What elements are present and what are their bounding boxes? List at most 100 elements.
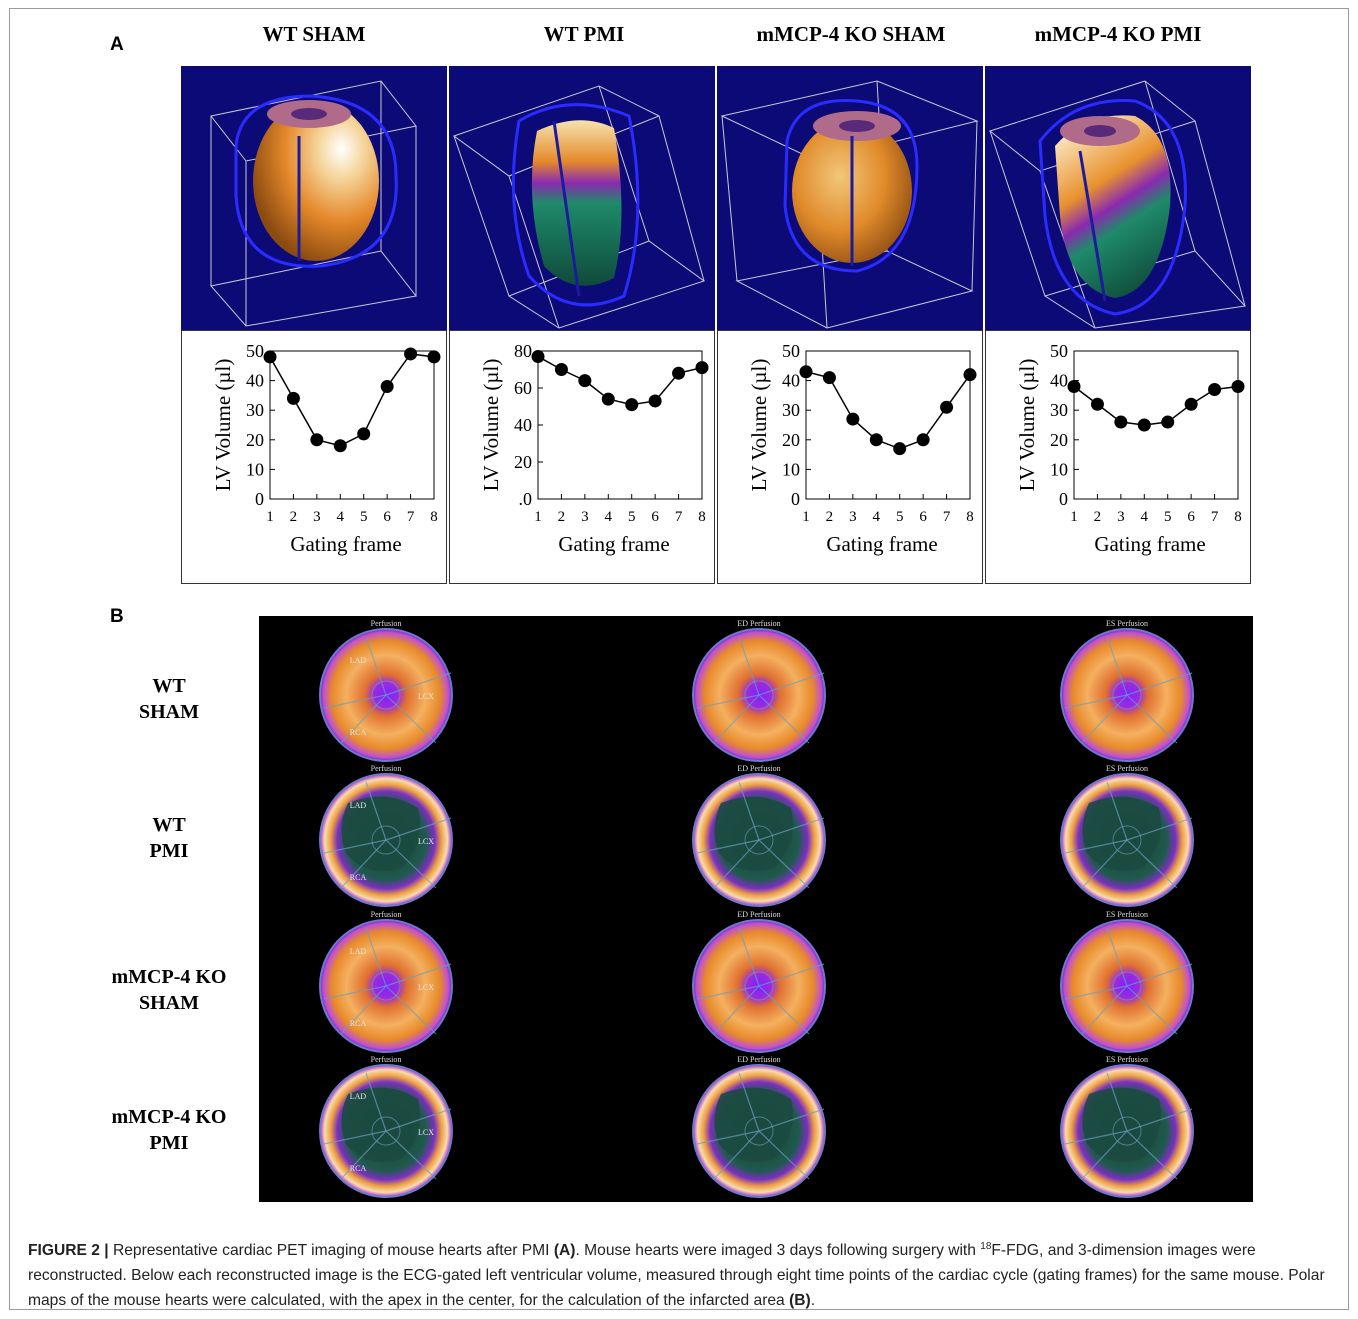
segment-label: LAD [350, 801, 367, 810]
segment-boundary [713, 1130, 760, 1180]
data-point [963, 368, 977, 382]
data-point [380, 380, 394, 394]
segment-boundary [385, 1130, 437, 1180]
lv-volume-plot-ko-pmi: 0 10 20 30 40 50 1 2 3 4 5 6 7 8 Gating frame LV Volume… [985, 330, 1251, 584]
y-tick-label: 60 [514, 378, 532, 398]
infarct-region [1082, 796, 1161, 871]
data-point [1208, 382, 1222, 396]
data-point [799, 365, 813, 379]
segment-boundary [1064, 985, 1128, 1000]
data-point [601, 392, 615, 406]
x-tick-label: 3 [1117, 509, 1125, 525]
row-label-ko-pmi: mMCP-4 KO PMI [111, 1106, 227, 1154]
segment-boundary [385, 963, 452, 987]
polar-map-title: ES Perfusion [1106, 619, 1148, 628]
x-tick-label: 1 [534, 509, 542, 525]
segment-boundary [365, 927, 387, 987]
x-tick-label: 1 [802, 509, 810, 525]
polar-map: Perfusion LAD LCX RCA [306, 1049, 466, 1214]
infarct-region [1082, 1087, 1161, 1162]
polar-map-title: Perfusion [371, 764, 402, 773]
segment-boundary [758, 1130, 810, 1180]
y-tick-label: 30 [1050, 400, 1068, 420]
segment-boundary [385, 672, 452, 696]
x-tick-label: 2 [1094, 509, 1102, 525]
segment-boundary [385, 817, 452, 841]
column-title-ko-sham: mMCP-4 KO SHAM [756, 22, 946, 46]
segment-label: LCX [418, 983, 434, 992]
y-axis-label: LV Volume (µl) [747, 359, 771, 492]
polar-map: ES Perfusion [1047, 904, 1207, 1069]
segment-boundary [1126, 985, 1178, 1035]
polar-map-title: ES Perfusion [1106, 1055, 1148, 1064]
x-tick-label: 4 [1141, 509, 1149, 525]
x-tick-label: 4 [337, 509, 345, 525]
lv-volume-plot-ko-sham: 0 10 20 30 40 50 1 2 3 4 5 6 7 8 Gating frame LV Volume… [717, 330, 983, 584]
polar-map-title: Perfusion [371, 910, 402, 919]
segment-boundary [1106, 927, 1128, 987]
row-label-wt-sham: WT SHAM [139, 675, 199, 723]
data-point [625, 398, 639, 412]
segment-boundary [1126, 1108, 1193, 1132]
data-point [916, 433, 930, 447]
segment-boundary [323, 694, 387, 709]
y-tick-label: 10 [1050, 459, 1068, 479]
segment-boundary [1081, 694, 1128, 744]
data-point [1137, 418, 1151, 432]
segment-boundary [385, 839, 437, 889]
data-point [869, 433, 883, 447]
apex-ring [744, 1116, 774, 1146]
x-tick-label: 7 [407, 509, 415, 525]
lv-volume-plot-wt-sham: 0 10 20 30 40 50 1 2 3 4 5 6 7 8 Gating frame LV Volume… [181, 330, 447, 584]
segment-label: LAD [350, 947, 367, 956]
segment-boundary [1064, 694, 1128, 709]
x-axis-label: Gating frame [558, 532, 669, 556]
y-tick-label: 40 [1050, 371, 1068, 391]
segment-boundary [323, 839, 387, 854]
segment-label: RCA [350, 873, 367, 882]
segment-boundary [385, 694, 437, 744]
heart-render-wt-pmi [449, 66, 715, 330]
y-axis-label: LV Volume (µl) [479, 359, 503, 492]
apex-ring [1112, 1116, 1142, 1146]
x-tick-label: 5 [360, 509, 368, 525]
segment-boundary [738, 1072, 760, 1132]
apex-ring [1112, 680, 1142, 710]
segment-boundary [713, 985, 760, 1035]
data-point [1114, 415, 1128, 429]
segment-label: RCA [350, 728, 367, 737]
polar-map-title: ES Perfusion [1106, 764, 1148, 773]
segment-boundary [738, 781, 760, 841]
segment-label: LCX [418, 1128, 434, 1137]
y-tick-label: 10 [782, 459, 800, 479]
polar-map: Perfusion LAD LCX RCA [306, 904, 466, 1069]
segment-boundary [340, 839, 387, 889]
segment-boundary [1126, 817, 1193, 841]
data-point [1067, 380, 1081, 394]
segment-boundary [1126, 672, 1193, 696]
segment-boundary [696, 839, 760, 854]
data-point [672, 366, 686, 380]
segment-boundary [1081, 1130, 1128, 1180]
segment-boundary [758, 963, 825, 987]
segment-boundary [1081, 839, 1128, 889]
y-tick-label: 50 [246, 341, 264, 361]
y-tick-label: 40 [246, 371, 264, 391]
data-point [1161, 415, 1175, 429]
segment-boundary [323, 1130, 387, 1145]
y-tick-label: 50 [782, 341, 800, 361]
segment-boundary [1064, 1130, 1128, 1145]
x-tick-label: 2 [558, 509, 566, 525]
heart-render-wt-sham [181, 66, 447, 330]
apex-ring [371, 825, 401, 855]
segment-boundary [340, 985, 387, 1035]
segment-boundary [1106, 636, 1128, 696]
data-point [1184, 397, 1198, 411]
x-tick-label: 5 [1164, 509, 1172, 525]
apex-ring [744, 825, 774, 855]
polar-map: ED Perfusion [679, 758, 839, 923]
apex-ring [1112, 971, 1142, 1001]
data-point [648, 394, 662, 408]
x-tick-label: 1 [1070, 509, 1078, 525]
x-tick-label: 3 [849, 509, 857, 525]
